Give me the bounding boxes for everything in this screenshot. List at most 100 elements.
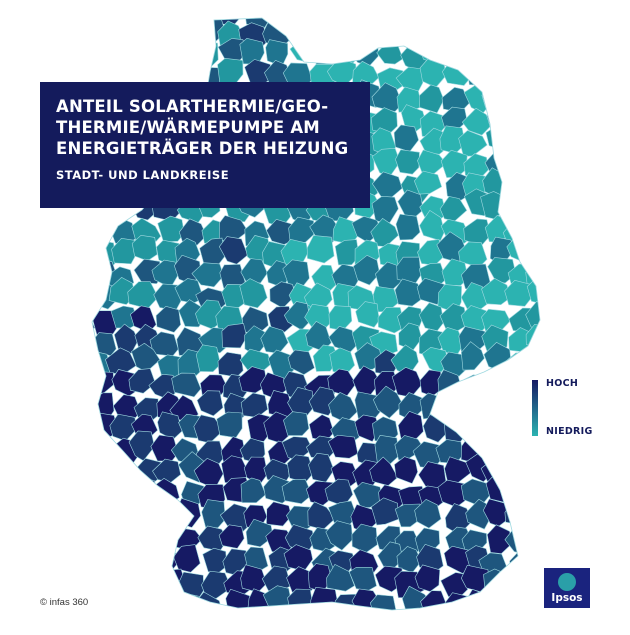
district-region <box>218 524 245 549</box>
district-region <box>108 36 135 67</box>
ipsos-logo-text: Ipsos <box>551 592 583 604</box>
district-region <box>371 171 403 199</box>
district-region <box>92 351 93 381</box>
district-region <box>528 19 540 50</box>
district-region <box>289 22 318 49</box>
district-region <box>416 277 445 306</box>
district-region <box>92 455 94 484</box>
district-region <box>460 341 485 371</box>
district-region <box>283 18 311 25</box>
district-region <box>463 588 491 610</box>
district-region <box>201 499 226 529</box>
district-region <box>525 193 540 220</box>
district-region <box>113 323 139 354</box>
district-region <box>126 520 154 548</box>
district-region <box>462 18 493 28</box>
district-region <box>126 566 154 594</box>
district-region <box>310 586 339 610</box>
district-region <box>463 85 493 114</box>
district-region <box>221 323 248 349</box>
district-region <box>509 478 536 507</box>
district-region <box>354 414 380 442</box>
district-region <box>370 497 400 526</box>
district-region <box>523 480 540 509</box>
district-region <box>218 236 249 265</box>
district-region <box>108 590 138 610</box>
district-region <box>305 21 336 47</box>
district-region <box>484 440 512 466</box>
district-region <box>350 38 379 67</box>
district-region <box>92 542 114 574</box>
district-region <box>136 23 163 52</box>
district-region <box>391 367 423 398</box>
district-region <box>92 568 97 595</box>
district-region <box>503 570 534 597</box>
district-region <box>419 209 445 242</box>
district-region <box>111 18 140 43</box>
district-region <box>240 392 269 418</box>
district-region <box>505 86 535 114</box>
district-region <box>217 351 244 378</box>
district-region <box>525 522 540 549</box>
district-region <box>529 506 540 533</box>
district-region <box>62 0 88 28</box>
district-region <box>110 507 139 534</box>
district-region <box>439 196 468 222</box>
district-region <box>130 583 157 610</box>
district-region <box>287 588 314 610</box>
district-region <box>481 592 512 610</box>
title-line-3: ENERGIETRÄGER DER HEIZUNG <box>56 139 349 158</box>
district-region <box>355 301 380 328</box>
district-region <box>504 150 534 178</box>
district-region <box>199 237 226 267</box>
district-region <box>128 368 156 394</box>
district-region <box>460 478 490 507</box>
district-region <box>92 523 93 553</box>
district-region <box>506 112 536 136</box>
district-region <box>526 148 540 177</box>
district-region <box>509 20 538 50</box>
district-region <box>156 503 186 532</box>
district-region <box>92 480 96 509</box>
district-region <box>92 483 120 514</box>
title-line-1: ANTEIL SOLARTHERMIE/GEO- <box>56 97 329 116</box>
district-region <box>92 370 114 394</box>
district-region <box>510 41 539 70</box>
district-region <box>524 129 540 159</box>
district-region <box>376 40 404 65</box>
district-region <box>443 37 472 63</box>
district-region <box>374 565 403 593</box>
district-region <box>92 521 119 554</box>
district-region <box>92 567 112 594</box>
district-region <box>478 40 509 66</box>
district-region <box>461 107 492 136</box>
district-region <box>287 349 315 375</box>
district-region <box>60 409 87 434</box>
district-region <box>509 550 535 579</box>
district-region <box>113 518 139 546</box>
district-region <box>396 256 422 285</box>
district-region <box>354 18 382 43</box>
district-region <box>152 36 182 69</box>
district-region <box>108 543 136 568</box>
district-region <box>111 237 139 265</box>
district-region <box>334 239 360 266</box>
district-region <box>63 330 87 354</box>
district-region <box>157 215 185 243</box>
district-region <box>415 18 444 21</box>
district-region <box>266 501 292 527</box>
district-region <box>503 60 529 89</box>
district-region <box>464 415 492 444</box>
district-region <box>441 258 469 286</box>
district-region <box>398 18 423 25</box>
district-region <box>92 261 96 291</box>
district-region <box>509 171 537 199</box>
district-region <box>394 20 427 49</box>
legend-gradient-bar <box>532 380 538 436</box>
district-region <box>504 498 530 525</box>
district-region <box>506 460 536 490</box>
district-region <box>240 258 268 284</box>
district-region <box>481 278 512 306</box>
district-region <box>413 170 443 195</box>
district-region <box>348 18 376 28</box>
